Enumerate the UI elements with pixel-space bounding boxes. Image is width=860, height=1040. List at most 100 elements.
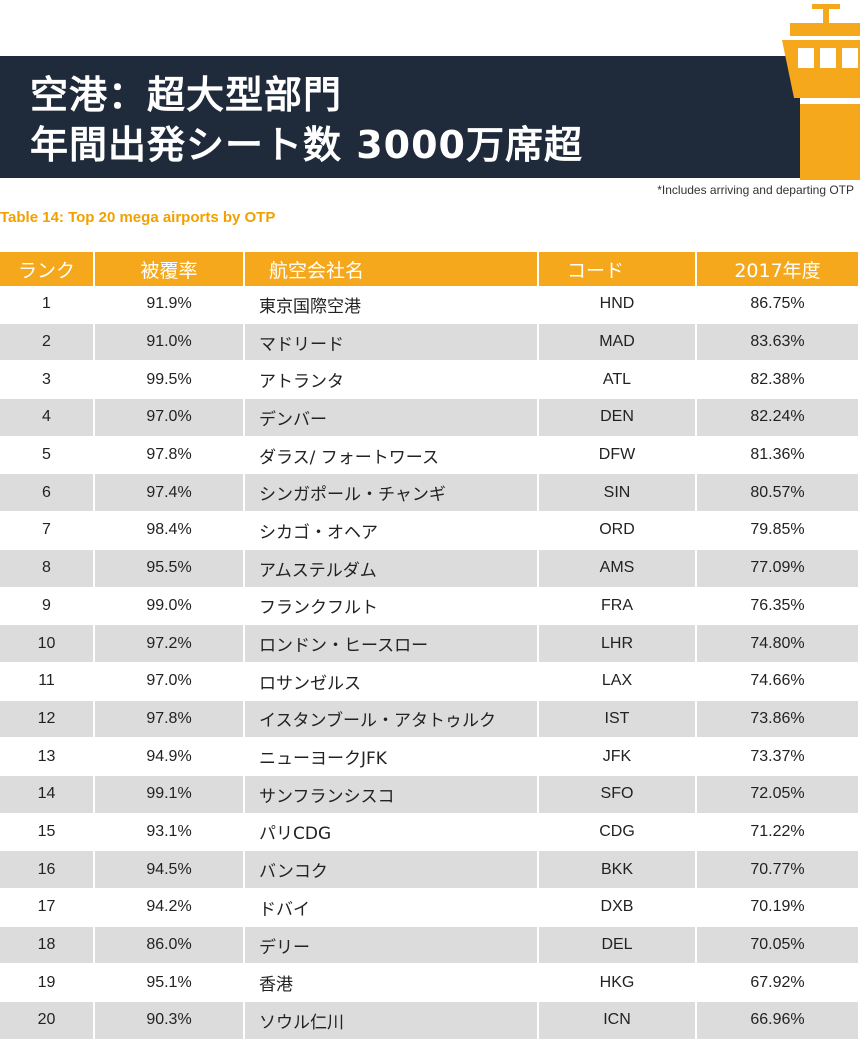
cell-otp-2017: 70.19% — [696, 888, 858, 927]
cell-code: JFK — [538, 737, 697, 776]
cell-rank: 16 — [0, 850, 95, 889]
cell-coverage: 94.9% — [94, 737, 245, 776]
cell-rank: 1 — [0, 286, 95, 324]
cell-coverage: 99.1% — [94, 775, 245, 814]
cell-coverage: 97.0% — [94, 398, 245, 437]
cell-airport-name: ロンドン・ヒースロー — [244, 624, 539, 663]
cell-airport-name: ダラス/ フォートワース — [244, 436, 539, 475]
cell-rank: 11 — [0, 662, 95, 701]
cell-coverage: 95.5% — [94, 549, 245, 588]
cell-rank: 5 — [0, 436, 95, 475]
cell-airport-name: 香港 — [244, 963, 539, 1003]
cell-otp-2017: 66.96% — [696, 1001, 858, 1040]
table-header-row: ランク 被覆率 航空会社名 コード 2017年度 — [0, 252, 858, 286]
cell-otp-2017: 77.09% — [696, 549, 858, 588]
cell-rank: 6 — [0, 473, 95, 513]
cell-code: LHR — [538, 624, 697, 663]
cell-otp-2017: 80.57% — [696, 473, 858, 513]
cell-code: DEN — [538, 398, 697, 437]
cell-rank: 13 — [0, 737, 95, 776]
title-banner-cap — [0, 56, 40, 178]
cell-airport-name: ロサンゼルス — [244, 662, 539, 701]
cell-code: DFW — [538, 436, 697, 475]
cell-otp-2017: 79.85% — [696, 511, 858, 550]
cell-airport-name: サンフランシスコ — [244, 775, 539, 814]
cell-coverage: 97.8% — [94, 700, 245, 739]
cell-airport-name: シカゴ・オヘア — [244, 511, 539, 550]
table-row: 8 95.5% アムステルダム AMS 77.09% — [0, 549, 858, 588]
cell-rank: 12 — [0, 700, 95, 739]
cell-airport-name: フランクフルト — [244, 587, 539, 626]
cell-airport-name: バンコク — [244, 850, 539, 889]
cell-airport-name: パリCDG — [244, 813, 539, 852]
cell-rank: 2 — [0, 323, 95, 362]
cell-coverage: 99.0% — [94, 587, 245, 626]
cell-otp-2017: 73.37% — [696, 737, 858, 776]
cell-otp-2017: 67.92% — [696, 963, 858, 1003]
table-row: 11 97.0% ロサンゼルス LAX 74.66% — [0, 662, 858, 701]
cell-airport-name: アムステルダム — [244, 549, 539, 588]
cell-rank: 17 — [0, 888, 95, 927]
cell-code: FRA — [538, 587, 697, 626]
cell-rank: 10 — [0, 624, 95, 663]
cell-airport-name: マドリード — [244, 323, 539, 362]
cell-code: IST — [538, 700, 697, 739]
cell-otp-2017: 73.86% — [696, 700, 858, 739]
table-row: 16 94.5% バンコク BKK 70.77% — [0, 850, 858, 889]
cell-code: DXB — [538, 888, 697, 927]
cell-coverage: 91.0% — [94, 323, 245, 362]
cell-coverage: 91.9% — [94, 286, 245, 324]
cell-airport-name: デンバー — [244, 398, 539, 437]
table-row: 12 97.8% イスタンブール・アタトゥルク IST 73.86% — [0, 700, 858, 739]
cell-coverage: 99.5% — [94, 360, 245, 400]
cell-airport-name: イスタンブール・アタトゥルク — [244, 700, 539, 739]
cell-rank: 4 — [0, 398, 95, 437]
table-caption: Table 14: Top 20 mega airports by OTP — [0, 209, 276, 226]
header-rank: ランク — [0, 252, 95, 286]
cell-otp-2017: 70.77% — [696, 850, 858, 889]
cell-airport-name: デリー — [244, 926, 539, 965]
cell-rank: 3 — [0, 360, 95, 400]
cell-rank: 15 — [0, 813, 95, 852]
cell-otp-2017: 76.35% — [696, 587, 858, 626]
footnote: *Includes arriving and departing OTP — [657, 183, 854, 197]
cell-code: HKG — [538, 963, 697, 1003]
header-otp-2017: 2017年度 — [696, 252, 858, 286]
cell-code: SIN — [538, 473, 697, 513]
cell-coverage: 97.0% — [94, 662, 245, 701]
title-banner — [0, 56, 800, 178]
cell-airport-name: 東京国際空港 — [244, 286, 539, 324]
cell-otp-2017: 82.38% — [696, 360, 858, 400]
table-row: 4 97.0% デンバー DEN 82.24% — [0, 398, 858, 437]
cell-coverage: 95.1% — [94, 963, 245, 1003]
cell-coverage: 94.2% — [94, 888, 245, 927]
control-tower-icon — [782, 4, 860, 180]
table-row: 13 94.9% ニューヨークJFK JFK 73.37% — [0, 737, 858, 776]
table-row: 2 91.0% マドリード MAD 83.63% — [0, 323, 858, 362]
cell-coverage: 90.3% — [94, 1001, 245, 1040]
cell-otp-2017: 71.22% — [696, 813, 858, 852]
cell-rank: 18 — [0, 926, 95, 965]
table-row: 6 97.4% シンガポール・チャンギ SIN 80.57% — [0, 473, 858, 513]
cell-code: ORD — [538, 511, 697, 550]
cell-rank: 9 — [0, 587, 95, 626]
cell-otp-2017: 74.66% — [696, 662, 858, 701]
cell-code: DEL — [538, 926, 697, 965]
cell-coverage: 98.4% — [94, 511, 245, 550]
cell-rank: 14 — [0, 775, 95, 814]
table-row: 19 95.1% 香港 HKG 67.92% — [0, 963, 858, 1003]
cell-airport-name: ドバイ — [244, 888, 539, 927]
cell-otp-2017: 86.75% — [696, 286, 858, 324]
cell-rank: 20 — [0, 1001, 95, 1040]
cell-coverage: 93.1% — [94, 813, 245, 852]
cell-airport-name: シンガポール・チャンギ — [244, 473, 539, 513]
table-row: 20 90.3% ソウル仁川 ICN 66.96% — [0, 1001, 858, 1040]
table-row: 9 99.0% フランクフルト FRA 76.35% — [0, 587, 858, 626]
cell-rank: 8 — [0, 549, 95, 588]
header-code: コード — [538, 252, 697, 286]
cell-code: ICN — [538, 1001, 697, 1040]
cell-code: MAD — [538, 323, 697, 362]
cell-airport-name: アトランタ — [244, 360, 539, 400]
cell-coverage: 94.5% — [94, 850, 245, 889]
cell-code: HND — [538, 286, 697, 324]
